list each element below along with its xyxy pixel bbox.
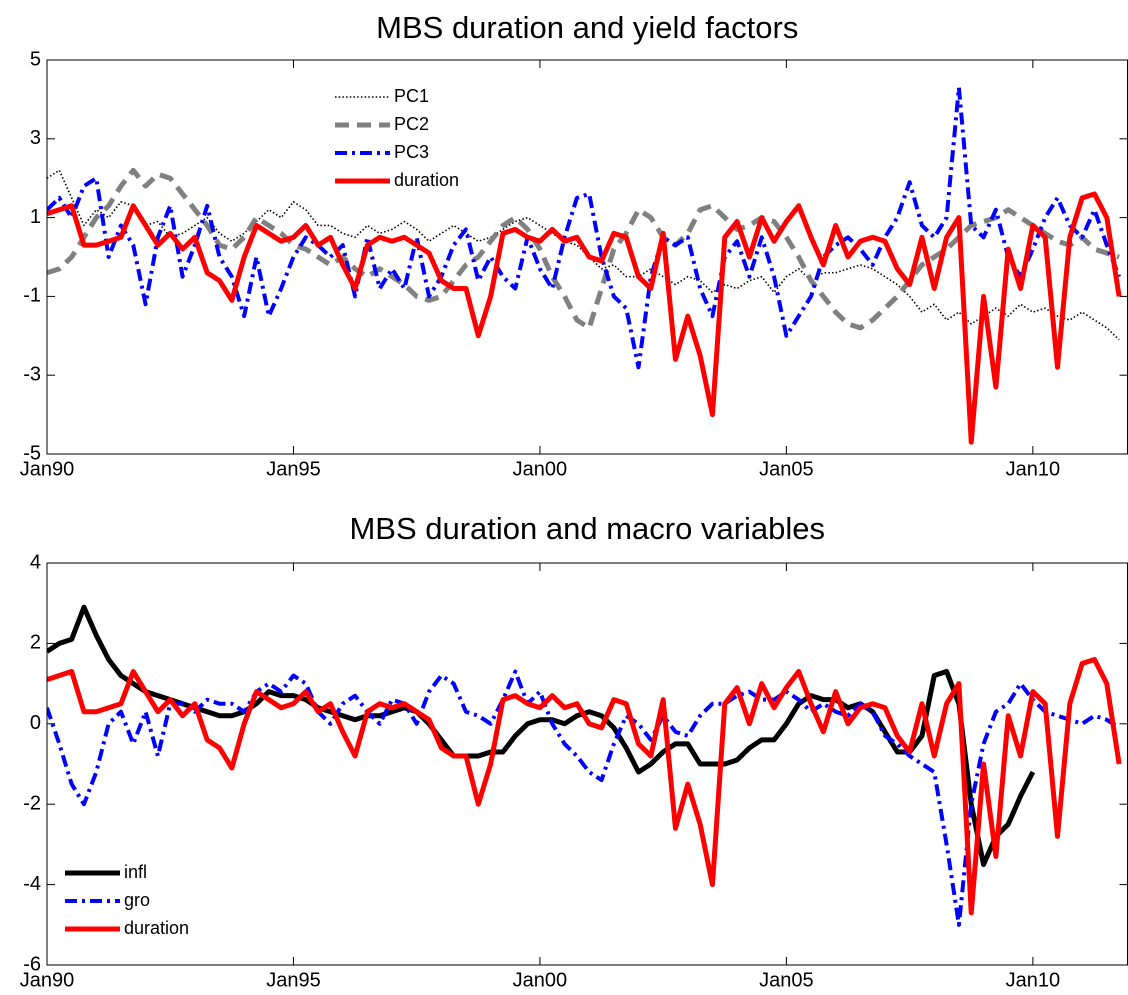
y-tick-label: 5 [30,48,41,70]
y-tick-label: -6 [23,953,41,975]
plot-area [47,604,1122,927]
chart-title: MBS duration and macro variables [349,511,825,546]
x-tick-label: Jan05 [759,969,814,991]
x-tick-label: Jan95 [266,969,321,991]
y-tick-label: -1 [23,285,41,307]
x-tick-label: Jan00 [513,458,568,480]
series-line [47,669,1121,927]
x-tick-label: Jan10 [1006,458,1061,480]
y-tick-label: 1 [30,206,41,228]
y-tick-label: 2 [30,632,41,654]
legend-label: duration [124,918,189,938]
legend-label: infl [124,862,147,882]
y-tick-label: 3 [30,127,41,149]
y-tick-label: -2 [23,792,41,814]
x-tick-label: Jan95 [266,458,321,480]
x-tick-label: Jan10 [1006,969,1061,991]
y-tick-label: -3 [23,363,41,385]
y-tick-label: 0 [30,712,41,734]
x-tick-label: Jan00 [513,969,568,991]
legend-label: duration [394,170,459,190]
x-tick-label: Jan05 [759,458,814,480]
series-line [47,169,1120,341]
chart-title: MBS duration and yield factors [376,10,798,45]
legend-label: PC3 [394,142,429,162]
y-tick-label: -5 [23,442,41,464]
plot-area [47,85,1122,445]
y-tick-label: -4 [23,873,41,895]
x-tick-label: Jan90 [20,969,75,991]
legend-label: gro [124,890,150,910]
series-line [47,656,1122,916]
y-tick-label: 4 [30,551,41,573]
series-line [47,191,1122,445]
x-tick-label: Jan90 [20,458,75,480]
legend-label: PC2 [394,114,429,134]
legend-label: PC1 [394,86,429,106]
series-line [47,85,1121,370]
